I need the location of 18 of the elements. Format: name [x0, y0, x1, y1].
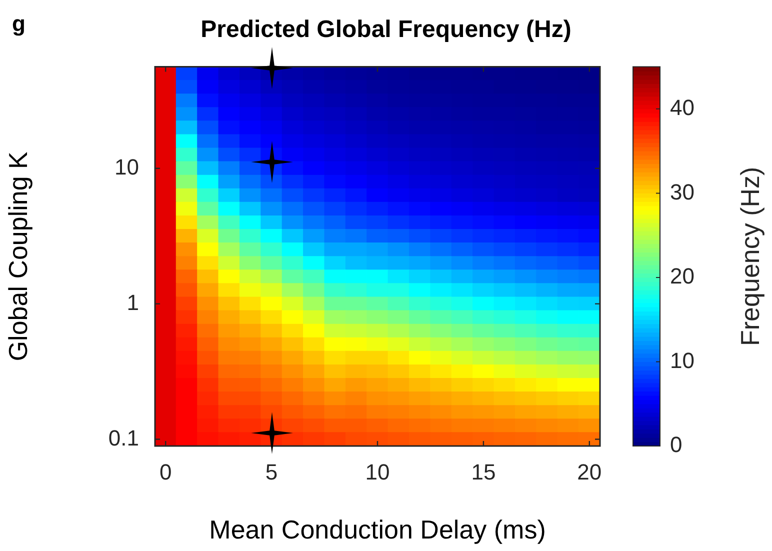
- x-tick-label: 15: [471, 459, 496, 484]
- x-tick-label: 5: [265, 459, 278, 484]
- color-bar-label: 20: [670, 264, 694, 289]
- y-tick-label: 1: [126, 290, 139, 315]
- chart-title: Predicted Global Frequency (Hz): [200, 16, 572, 44]
- color-bar-label: 30: [670, 179, 694, 204]
- x-tick-label: 20: [577, 459, 602, 484]
- x-tick-label: 0: [159, 459, 172, 484]
- y-axis-title: Global Coupling K: [2, 150, 33, 362]
- y-tick-label: 0.1: [108, 425, 139, 450]
- x-axis-title: Mean Conduction Delay (ms): [209, 514, 546, 545]
- x-tick-label: 10: [365, 459, 390, 484]
- color-bar-title: Frequency (Hz): [735, 166, 766, 346]
- y-tick-label: 10: [114, 154, 139, 180]
- text: g: [12, 11, 26, 36]
- color-bar-label: 0: [670, 432, 682, 458]
- color-bar-label: 10: [670, 348, 694, 373]
- color-bar-label: 40: [670, 94, 694, 120]
